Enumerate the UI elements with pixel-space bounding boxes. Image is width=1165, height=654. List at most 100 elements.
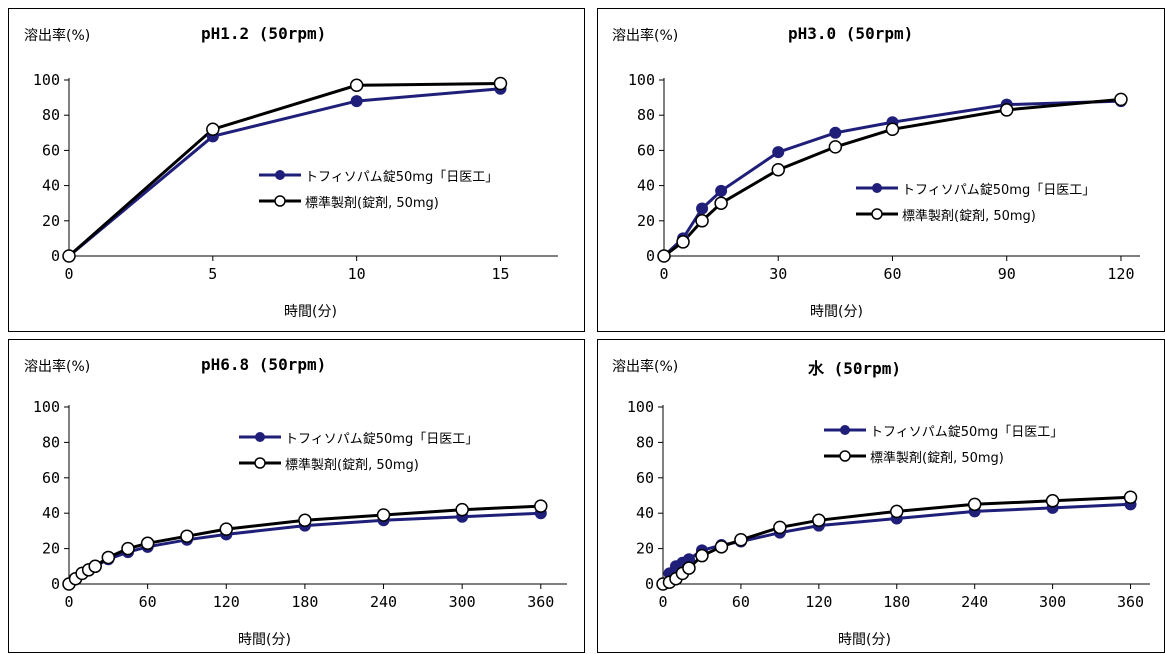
y-tick-label: 100	[628, 71, 655, 89]
x-tick-label: 360	[527, 593, 554, 611]
legend-item: トフィソパム錠50mg「日医工」	[824, 417, 1063, 443]
x-tick-label: 90	[998, 265, 1016, 283]
y-tick-label: 60	[636, 469, 654, 487]
y-tick-label: 0	[51, 575, 60, 593]
x-tick-label: 60	[139, 593, 157, 611]
data-point-series-2	[885, 122, 900, 137]
data-point-series-2	[62, 249, 76, 263]
x-axis-label: 時間(分)	[838, 632, 891, 648]
plot-area: 0 20 40 60 80 100 0 30 60 90 120	[628, 71, 1140, 283]
y-tick-label: 60	[637, 141, 655, 159]
data-point-series-2	[493, 76, 508, 91]
data-point-series-2	[1123, 490, 1138, 505]
data-point-series-2	[714, 196, 728, 210]
legend-label: トフィソパム錠50mg「日医工」	[285, 431, 479, 447]
data-point-series-2	[1114, 92, 1128, 107]
legend-item: トフィソパム錠50mg「日医工」	[856, 175, 1095, 201]
data-point-series-2	[999, 103, 1014, 117]
legend-item: トフィソパム錠50mg「日医工」	[259, 162, 498, 188]
y-tick-label: 60	[42, 469, 60, 487]
y-tick-label: 0	[51, 247, 60, 265]
legend-swatch-filled	[856, 183, 898, 193]
x-tick-label: 120	[213, 593, 240, 611]
data-point-series-2	[695, 214, 709, 228]
legend-label: 標準製剤(錠剤, 50mg)	[870, 450, 1004, 466]
legend-label: 標準製剤(錠剤, 50mg)	[902, 208, 1036, 224]
x-tick-label: 180	[883, 593, 910, 611]
data-point-series-2	[121, 541, 135, 556]
data-point-series-1	[696, 202, 709, 215]
data-point-series-2	[890, 504, 904, 519]
chart-panel-1: 溶出率(%) pH1.2 (50rpm) 0 20 40 60 80 100 0 5 10 15 …	[8, 8, 585, 332]
chart-title: pH3.0 (50rpm)	[788, 24, 914, 43]
legend: トフィソパム錠50mg「日医工」 標準製剤(錠剤, 50mg)	[259, 162, 498, 214]
y-tick-label: 0	[645, 575, 654, 593]
x-tick-label: 120	[1107, 265, 1134, 283]
legend-item: 標準製剤(錠剤, 50mg)	[824, 443, 1063, 469]
legend-swatch-filled	[259, 170, 301, 180]
y-axis-label: 溶出率(%)	[612, 359, 679, 375]
chart-panel-2: 溶出率(%) pH3.0 (50rpm) 0 20 40 60 80 100 0 30 60 90…	[597, 8, 1165, 332]
y-tick-label: 80	[636, 433, 654, 451]
legend-swatch-filled	[824, 425, 866, 435]
legend: トフィソパム錠50mg「日医工」 標準製剤(錠剤, 50mg)	[824, 417, 1063, 469]
y-tick-label: 100	[627, 398, 654, 416]
x-tick-label: 30	[769, 265, 787, 283]
data-point-series-2	[88, 559, 102, 574]
chart-panel-3: 溶出率(%) pH6.8 (50rpm) 0 20 40 60 80 100 0 60 120 1…	[8, 339, 585, 653]
data-point-series-1	[772, 146, 785, 159]
data-point-series-2	[773, 520, 787, 535]
legend-swatch-open	[239, 457, 281, 469]
data-point-series-2	[298, 513, 312, 528]
y-tick-label: 80	[42, 106, 60, 124]
chart-title: pH1.2 (50rpm)	[201, 24, 327, 43]
x-axis-label: 時間(分)	[238, 632, 291, 648]
series-line-1	[68, 87, 501, 258]
y-tick-label: 20	[637, 212, 655, 230]
legend-label: 標準製剤(錠剤, 50mg)	[285, 457, 419, 473]
legend: トフィソパム錠50mg「日医工」 標準製剤(錠剤, 50mg)	[856, 175, 1095, 227]
y-tick-label: 80	[42, 433, 60, 451]
data-point-series-1	[829, 126, 842, 139]
data-point-series-2	[376, 508, 391, 522]
data-point-series-2	[180, 529, 194, 543]
y-axis-label: 溶出率(%)	[612, 28, 679, 44]
x-tick-label: 300	[1039, 593, 1066, 611]
y-tick-label: 20	[636, 540, 654, 558]
x-tick-label: 0	[658, 593, 667, 611]
data-point-series-2	[140, 536, 155, 551]
x-tick-label: 60	[732, 593, 750, 611]
x-tick-label: 120	[805, 593, 832, 611]
y-tick-label: 60	[42, 141, 60, 159]
data-point-series-2	[734, 533, 748, 547]
data-point-series-2	[812, 513, 826, 528]
x-tick-label: 240	[370, 593, 397, 611]
y-tick-label: 100	[33, 398, 60, 416]
x-tick-label: 300	[449, 593, 476, 611]
legend-label: トフィソパム錠50mg「日医工」	[902, 182, 1096, 198]
data-point-series-2	[206, 122, 220, 137]
legend-swatch-open	[259, 195, 301, 207]
legend-label: 標準製剤(錠剤, 50mg)	[305, 195, 439, 211]
chart-title: 水 (50rpm)	[808, 359, 902, 378]
y-tick-label: 80	[637, 106, 655, 124]
x-tick-label: 180	[291, 593, 318, 611]
legend-swatch-filled	[239, 432, 281, 442]
y-tick-label: 0	[646, 247, 655, 265]
legend-swatch-open	[856, 208, 898, 220]
y-axis-label: 溶出率(%)	[24, 28, 91, 44]
data-point-series-2	[695, 548, 709, 563]
chart-panel-4: 溶出率(%) 水 (50rpm) 0 20 40 60 80 100 0 60 120 180 24…	[597, 339, 1165, 653]
data-point-series-2	[101, 550, 116, 565]
data-point-series-2	[219, 522, 234, 536]
data-point-series-2	[657, 249, 671, 263]
legend-item: 標準製剤(錠剤, 50mg)	[239, 450, 478, 476]
legend-item: トフィソパム錠50mg「日医工」	[239, 424, 478, 450]
data-point-series-2	[534, 499, 548, 513]
legend-label: トフィソパム錠50mg「日医工」	[305, 169, 499, 185]
data-point-series-2	[455, 502, 469, 517]
x-tick-label: 0	[64, 265, 73, 283]
legend-item: 標準製剤(錠剤, 50mg)	[259, 188, 498, 214]
y-axis-label: 溶出率(%)	[24, 359, 91, 375]
chart-title: pH6.8 (50rpm)	[201, 355, 327, 374]
